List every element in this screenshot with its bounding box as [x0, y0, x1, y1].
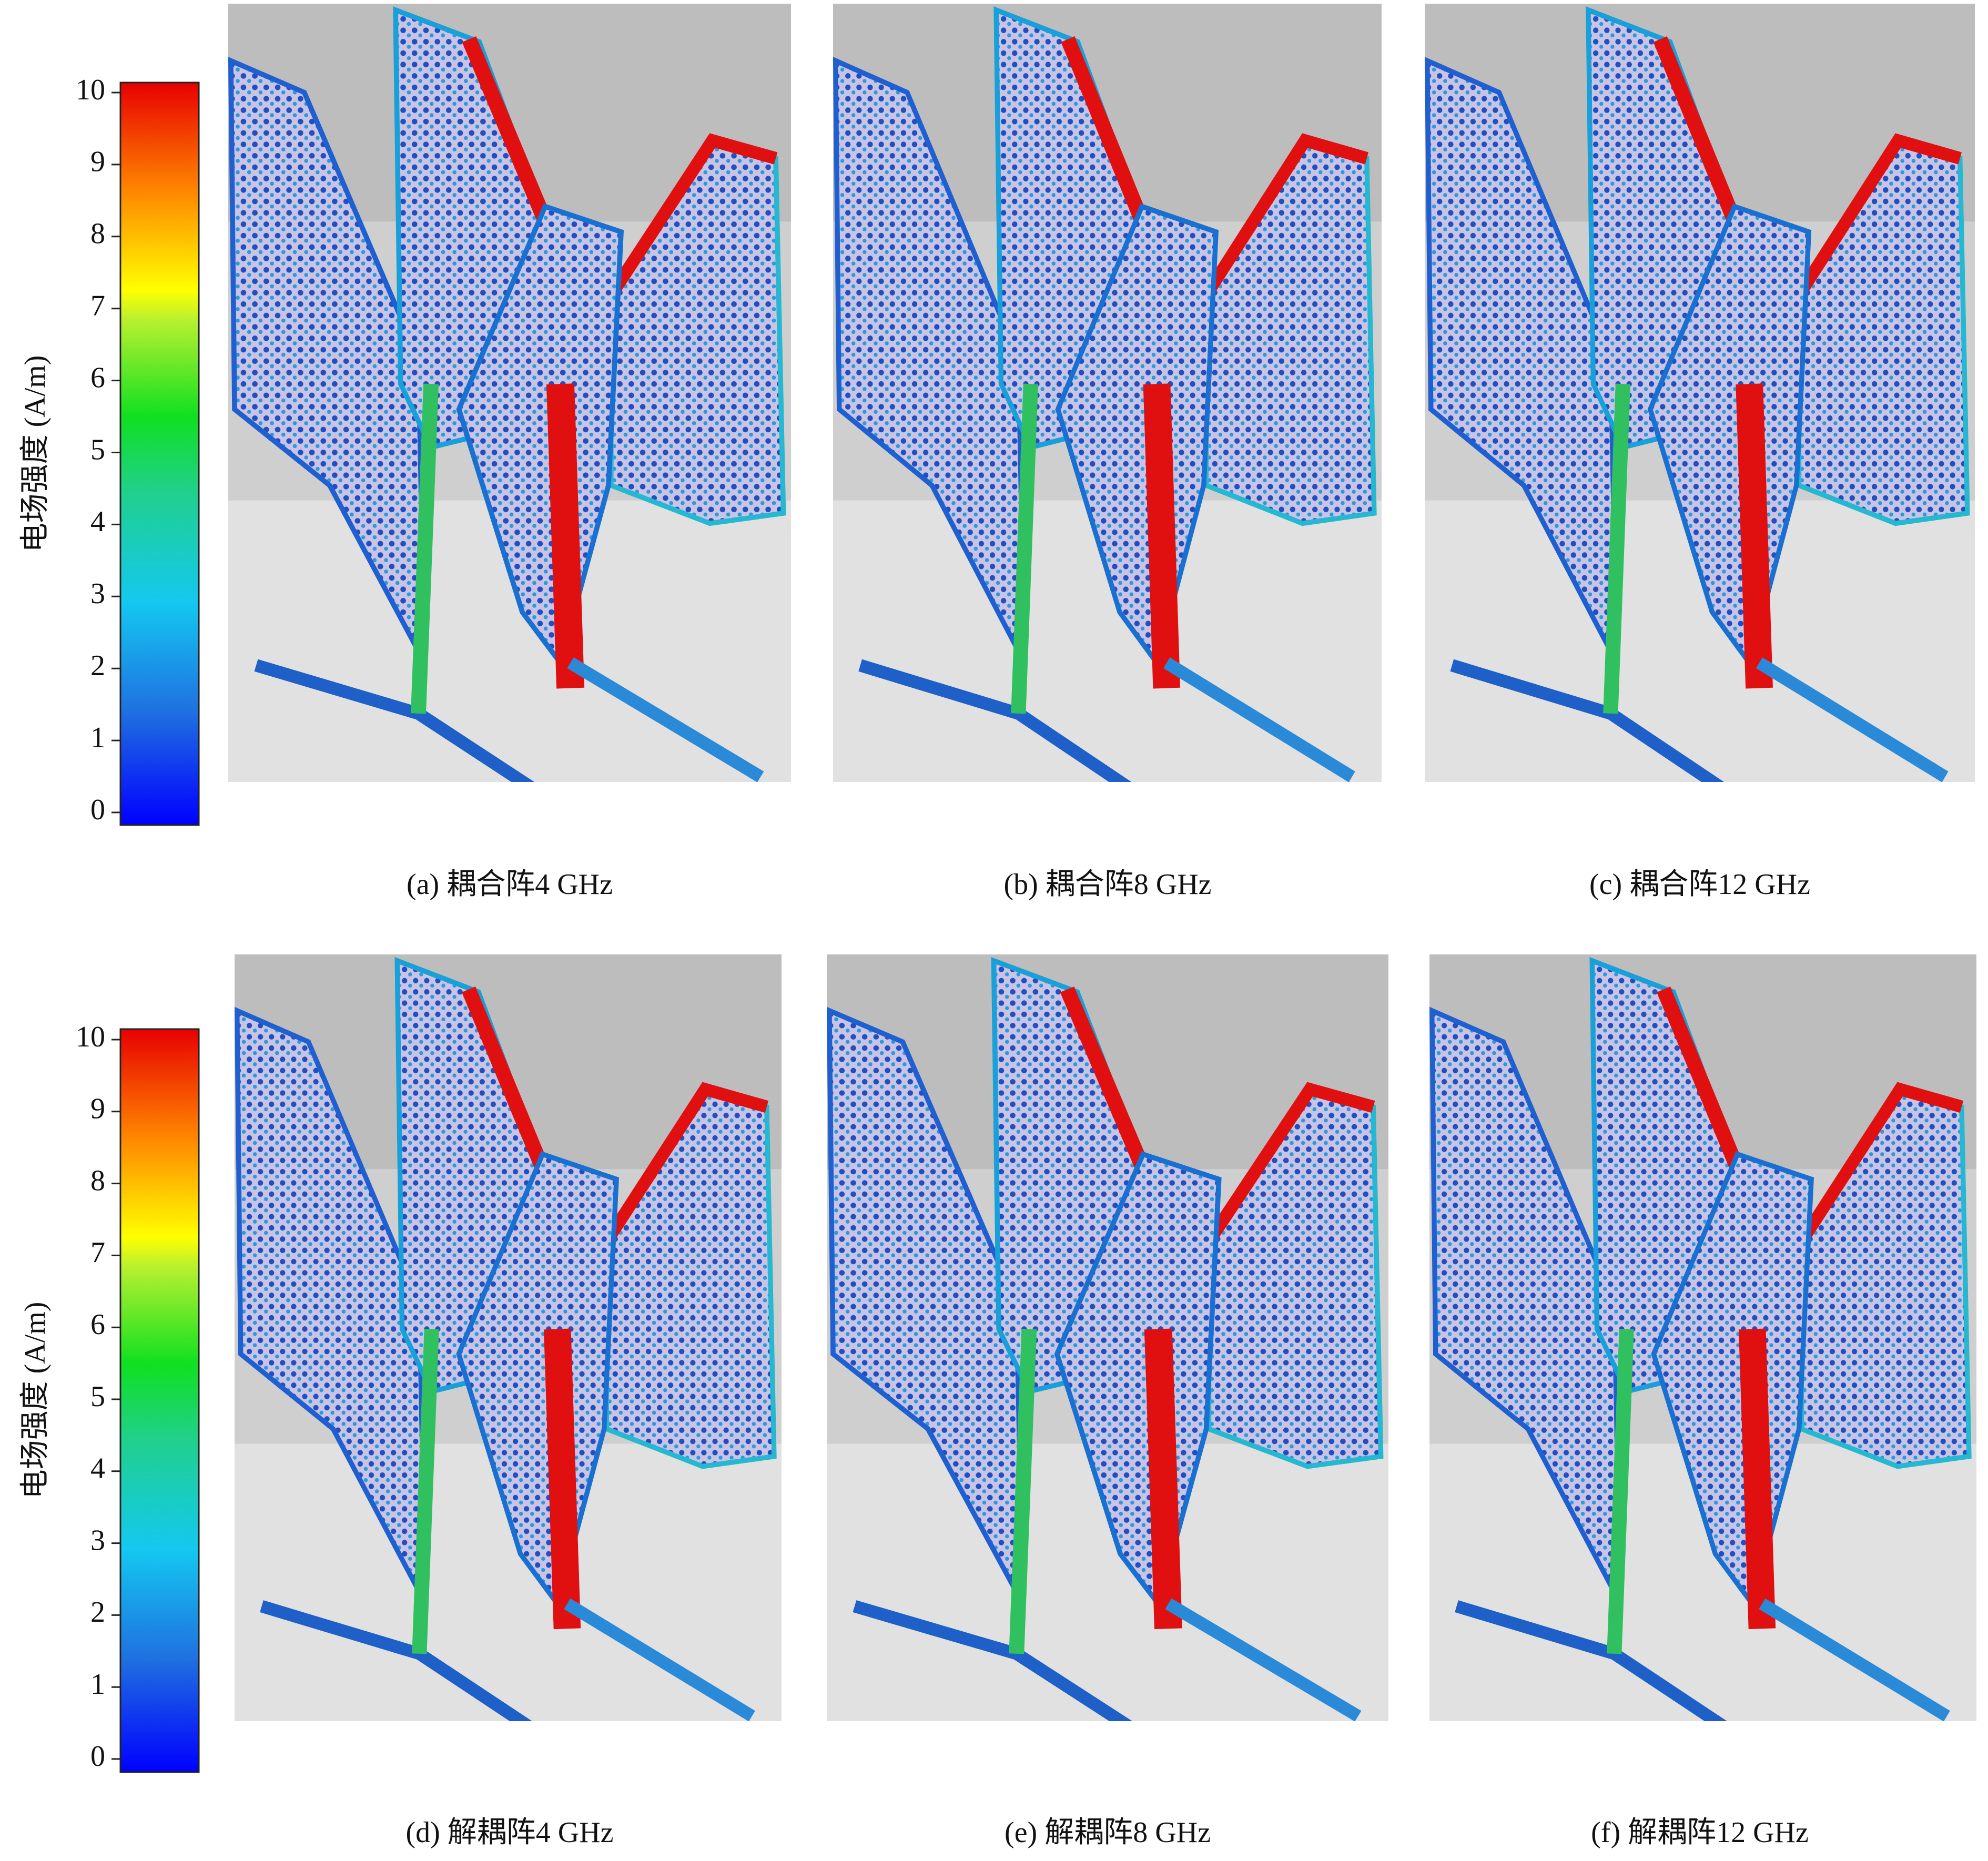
- tick-label: 9: [90, 146, 105, 178]
- field-image: [1425, 4, 1975, 834]
- simulation-panel: [235, 954, 782, 1772]
- simulation-panel: [228, 4, 791, 834]
- colorbar: 电场强度 (A/m) 0 1 2 3 4 5 6 7 8 9 10: [19, 74, 200, 826]
- simulation-panel: [1425, 4, 1975, 834]
- colorbar: 电场强度 (A/m) 0 1 2 3 4 5 6 7 8 9 10: [19, 1021, 200, 1773]
- field-image: [235, 954, 782, 1772]
- tick-label: 7: [90, 1236, 105, 1269]
- tick-label: 8: [90, 1164, 105, 1197]
- field-distribution: [833, 4, 1382, 834]
- tick-label: 0: [90, 1740, 105, 1773]
- panel-caption: (e) 解耦阵8 GHz: [1005, 1816, 1211, 1849]
- panel-caption: (b) 耦合阵8 GHz: [1003, 868, 1211, 901]
- tick-label: 2: [90, 649, 105, 682]
- field-distribution: [235, 954, 782, 1772]
- simulation-panel: [833, 4, 1382, 834]
- tick-label: 5: [90, 433, 105, 466]
- tick-label: 3: [90, 1524, 105, 1557]
- tick-label: 3: [90, 577, 105, 610]
- tick-label: 9: [90, 1093, 105, 1125]
- field-image: [827, 954, 1388, 1772]
- tick-label: 1: [90, 1668, 105, 1701]
- panel-caption: (c) 耦合阵12 GHz: [1589, 868, 1810, 901]
- field-image: [1429, 954, 1976, 1772]
- colorbar-gradient: [119, 82, 200, 826]
- field-image: [833, 4, 1382, 834]
- tick-label: 10: [76, 1021, 105, 1053]
- colorbar-gradient: [119, 1028, 200, 1773]
- field-distribution: [1425, 4, 1975, 834]
- panels: (a) 耦合阵4 GHz (b) 耦合阵8 GHz (c) 耦合阵12 GHz (d)…: [228, 4, 1976, 1849]
- colorbar-label: 电场强度 (A/m): [19, 1302, 52, 1499]
- simulation-panel: [827, 954, 1388, 1772]
- tick-label: 8: [90, 218, 105, 250]
- tick-label: 0: [90, 794, 105, 826]
- simulation-panel: [1429, 954, 1976, 1772]
- panel-caption: (d) 解耦阵4 GHz: [405, 1816, 613, 1849]
- field-distribution: [827, 954, 1388, 1772]
- tick-label: 7: [90, 290, 105, 322]
- tick-label: 6: [90, 1308, 105, 1341]
- panel-caption: (a) 耦合阵4 GHz: [407, 868, 613, 901]
- field-image: [228, 4, 791, 834]
- tick-label: 4: [90, 1452, 105, 1485]
- field-distribution: [1429, 954, 1976, 1772]
- panel-caption: (f) 解耦阵12 GHz: [1591, 1816, 1809, 1849]
- tick-label: 5: [90, 1380, 105, 1413]
- tick-label: 4: [90, 505, 105, 538]
- tick-label: 1: [90, 721, 105, 754]
- tick-label: 2: [90, 1596, 105, 1629]
- field-distribution: [228, 4, 791, 834]
- tick-label: 6: [90, 361, 105, 394]
- colorbar-label: 电场强度 (A/m): [19, 355, 52, 553]
- tick-label: 10: [76, 74, 105, 106]
